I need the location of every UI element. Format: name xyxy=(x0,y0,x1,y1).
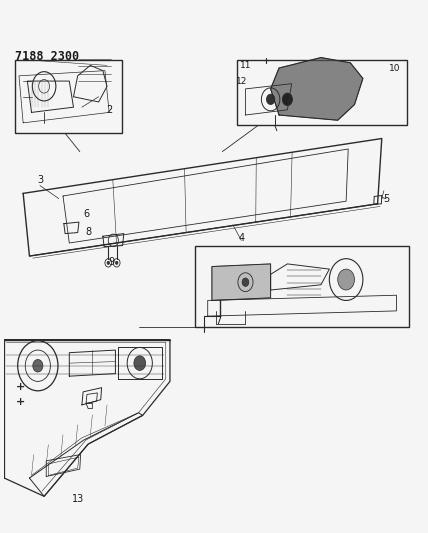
Circle shape xyxy=(282,93,292,106)
Circle shape xyxy=(116,261,118,264)
Text: 3: 3 xyxy=(37,175,43,185)
Bar xyxy=(195,246,409,327)
Text: +: + xyxy=(15,382,25,392)
Circle shape xyxy=(338,269,354,290)
Text: 13: 13 xyxy=(71,494,84,504)
Polygon shape xyxy=(212,264,270,301)
Text: +: + xyxy=(15,397,25,407)
Text: 5: 5 xyxy=(383,193,389,204)
Circle shape xyxy=(242,278,249,286)
Text: 7: 7 xyxy=(215,317,221,326)
Text: 2: 2 xyxy=(106,105,112,115)
Text: 10: 10 xyxy=(389,63,400,72)
Bar xyxy=(15,60,122,133)
Text: 4: 4 xyxy=(238,233,244,243)
Circle shape xyxy=(33,359,43,372)
Text: 7188 2300: 7188 2300 xyxy=(15,50,79,63)
Text: 9: 9 xyxy=(108,257,114,268)
Text: 8: 8 xyxy=(85,227,91,237)
Text: 12: 12 xyxy=(236,77,248,86)
Circle shape xyxy=(266,94,275,104)
Circle shape xyxy=(107,261,110,264)
Bar xyxy=(237,60,407,125)
Text: 6: 6 xyxy=(83,209,89,219)
Circle shape xyxy=(134,356,146,370)
Text: 11: 11 xyxy=(240,61,251,70)
Polygon shape xyxy=(270,58,363,120)
